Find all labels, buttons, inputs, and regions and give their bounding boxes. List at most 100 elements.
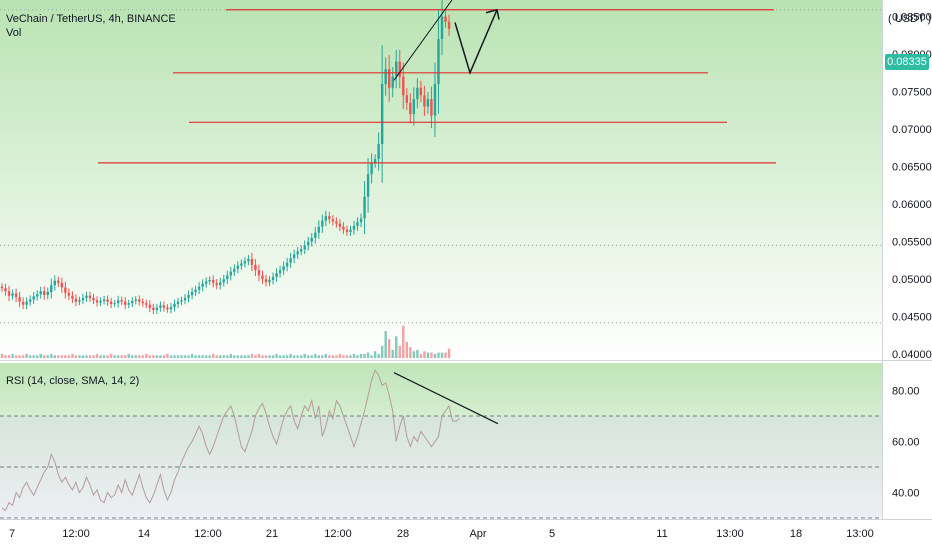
rsi-line [1, 368, 460, 512]
volume-bar [440, 352, 444, 358]
candle-body [64, 287, 67, 293]
candle-body [46, 291, 49, 295]
volume-bar [99, 355, 102, 358]
candle-body [25, 301, 28, 305]
volume-bar [169, 355, 173, 358]
volume-bar [113, 355, 116, 358]
candle-body [247, 258, 250, 262]
volume-bar [208, 355, 211, 358]
candle-body [18, 297, 21, 302]
volume-bar [25, 353, 28, 358]
candle-body [173, 303, 176, 307]
volume-bar [430, 352, 433, 358]
candle-body [324, 216, 328, 221]
volume-bar [14, 355, 18, 358]
volume-bar [124, 355, 127, 358]
candle-body [402, 76, 405, 96]
volume-bar [363, 353, 366, 358]
time-tick-label: 7 [9, 528, 15, 540]
volume-bar [243, 355, 247, 358]
volume-bar [145, 353, 148, 358]
time-tick-label: 21 [266, 528, 278, 540]
volume-bar [250, 353, 254, 358]
trendline [393, 0, 453, 81]
volume-bar [176, 355, 180, 358]
time-tick-label: 13:00 [846, 528, 874, 540]
candle-body [303, 245, 306, 250]
volume-bar [433, 353, 437, 358]
volume-bar [377, 353, 380, 358]
volume-bar [409, 347, 412, 358]
volume-bar [416, 349, 419, 358]
candle-body [444, 16, 447, 22]
volume-bar [310, 355, 313, 358]
volume-bar [423, 351, 426, 358]
candle-body [278, 270, 282, 274]
candle-body [433, 84, 437, 116]
time-tick-label: 18 [790, 528, 802, 540]
candle-body [159, 305, 162, 308]
volume-bar [39, 353, 42, 358]
candle-body [32, 296, 35, 300]
candle-body [292, 254, 296, 259]
candle-body [99, 300, 102, 303]
time-tick-label: 5 [549, 528, 555, 540]
candle-body [370, 162, 373, 175]
rsi-legend[interactable]: RSI (14, close, SMA, 14, 2) [6, 374, 139, 388]
volume-bar [7, 355, 11, 358]
volume-bar [419, 353, 423, 358]
candle-body [268, 279, 271, 283]
volume-bar [32, 355, 35, 358]
candle-body [328, 216, 331, 220]
candle-body [187, 294, 190, 298]
volume-bar [194, 355, 197, 358]
volume-bar [395, 336, 398, 358]
volume-bar [338, 353, 342, 358]
volume-bar [437, 352, 440, 358]
volume-bar [278, 355, 282, 358]
volume-bar [57, 355, 60, 358]
volume-bar [81, 355, 85, 358]
volume-bar [352, 353, 356, 358]
volume-bar [447, 348, 451, 358]
time-tick-label: 11 [656, 528, 667, 540]
volume-bar [229, 353, 232, 358]
symbol-legend[interactable]: VeChain / TetherUS, 4h, BINANCE Vol [6, 12, 176, 40]
candle-body [208, 279, 211, 282]
candle-body [138, 299, 141, 302]
candle-body [398, 61, 401, 77]
price-tick-label: 0.07000 [892, 124, 932, 136]
candle-body [250, 258, 254, 265]
candle-body [366, 174, 370, 197]
volume-bar [201, 355, 204, 358]
candle-body [7, 291, 11, 296]
candle-body [264, 279, 268, 283]
candle-body [85, 295, 88, 298]
candle-body [363, 196, 366, 219]
volume-bar [0, 353, 4, 358]
volume-bar [21, 355, 25, 358]
volume-bar [324, 353, 328, 358]
price-tick-label: 0.05500 [892, 237, 932, 249]
volume-bar [92, 355, 95, 358]
candle-body [300, 249, 303, 252]
volume-bar [197, 355, 201, 358]
price-tick-label: 0.04000 [892, 349, 932, 361]
volume-bar [11, 353, 14, 358]
volume-bar [222, 355, 225, 358]
volume-bar [173, 355, 176, 358]
time-tick-label: 12:00 [194, 528, 222, 540]
price-tick-label: 0.04500 [892, 312, 932, 324]
candle-body [50, 285, 53, 292]
candle-body [141, 301, 144, 304]
candle-body [14, 293, 18, 298]
candle-body [317, 226, 320, 233]
candle-body [0, 286, 4, 289]
candle-body [67, 292, 71, 296]
volume-bar [219, 355, 222, 358]
volume-bar [271, 355, 275, 358]
candle-body [384, 69, 387, 85]
volume-bar [282, 355, 285, 358]
volume-bar [88, 355, 92, 358]
